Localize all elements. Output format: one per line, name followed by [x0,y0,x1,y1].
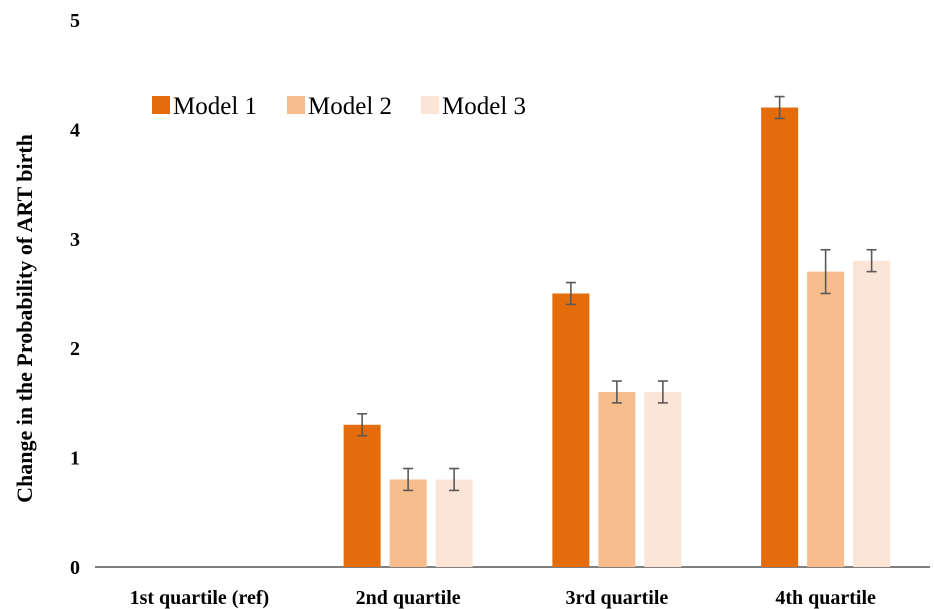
bar-model-2 [389,479,427,567]
y-axis-title: Change in the Probability of ART birth [12,134,37,503]
error-bars [357,95,877,492]
x-tick-label: 2nd quartile [356,587,461,609]
legend-swatch [287,96,305,114]
bars [343,107,891,568]
bar-model-3 [644,391,682,567]
x-tick-label: 4th quartile [775,587,876,609]
x-tick-label: 1st quartile (ref) [130,587,270,609]
error-bar [866,248,877,273]
legend-item: Model 1 [152,93,257,120]
bar-model-2 [807,271,845,567]
y-tick-label: 1 [70,448,80,470]
y-axis-ticks: 0 1 2 3 4 5 [70,10,80,579]
bar-model-1 [343,424,381,567]
y-tick-label: 4 [70,119,80,141]
bar-model-3 [435,479,473,567]
legend-item: Model 2 [287,93,392,120]
y-axis-title-group: Change in the Probability of ART birth [12,134,37,503]
bar-model-2 [598,391,636,567]
error-bar [565,281,576,306]
bar-model-1 [761,107,799,568]
legend-label: Model 2 [308,93,392,120]
y-tick-label: 2 [70,338,80,360]
bar-model-1 [552,293,590,567]
bar-model-3 [853,260,891,567]
x-axis-categories: 1st quartile (ref) 2nd quartile 3rd quarti… [130,587,876,609]
error-bar [357,413,368,437]
error-bar [403,467,414,492]
legend-swatch [152,96,170,114]
y-tick-label: 5 [70,10,80,32]
error-bar [820,248,831,295]
legend-label: Model 3 [442,93,526,120]
legend-item: Model 3 [421,93,526,120]
legend-label: Model 1 [173,93,257,120]
y-tick-label: 0 [70,557,80,579]
legend: Model 1 Model 2 Model 3 [152,93,526,120]
legend-swatch [421,96,439,114]
y-tick-label: 3 [70,229,80,251]
error-bar [657,380,668,404]
x-tick-label: 3rd quartile [565,587,668,609]
error-bar [449,467,460,492]
error-bar [611,380,622,404]
error-bar [774,95,785,120]
